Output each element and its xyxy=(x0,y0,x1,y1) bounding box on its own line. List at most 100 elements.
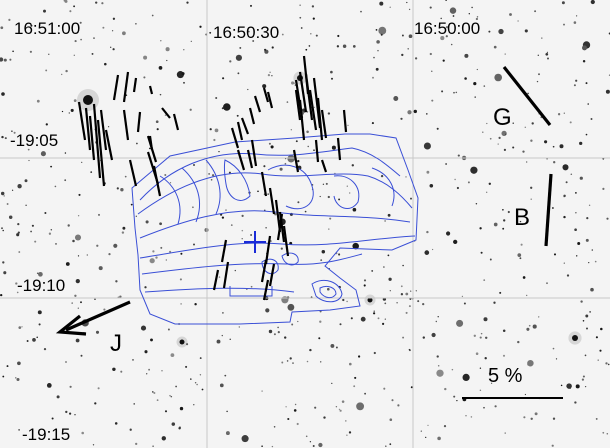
star xyxy=(270,145,274,149)
star xyxy=(161,370,163,372)
star xyxy=(431,332,436,338)
contour-line xyxy=(205,159,221,215)
star xyxy=(502,329,506,333)
star xyxy=(45,69,48,72)
star xyxy=(570,173,573,175)
star xyxy=(323,416,326,419)
star xyxy=(63,0,66,2)
star xyxy=(563,262,565,264)
star xyxy=(115,280,118,283)
star xyxy=(281,33,284,36)
star xyxy=(364,392,366,395)
polarization-vector xyxy=(240,117,250,135)
star xyxy=(250,234,253,236)
polarization-vector xyxy=(88,115,96,161)
star xyxy=(328,228,330,230)
star xyxy=(247,30,250,33)
star xyxy=(219,383,224,388)
star xyxy=(3,195,5,197)
polarization-vector xyxy=(132,77,138,93)
star xyxy=(384,318,386,320)
star xyxy=(584,354,587,357)
star xyxy=(569,121,572,124)
star xyxy=(489,258,492,261)
star xyxy=(341,400,345,403)
star xyxy=(373,351,376,355)
star xyxy=(228,171,231,174)
star xyxy=(563,112,565,114)
star xyxy=(199,374,202,376)
star xyxy=(483,406,485,409)
star xyxy=(56,395,60,399)
star xyxy=(180,252,183,255)
star xyxy=(331,382,333,385)
star xyxy=(273,333,276,336)
star xyxy=(445,35,448,38)
star xyxy=(440,36,445,41)
star xyxy=(519,257,522,260)
star xyxy=(318,442,323,448)
star xyxy=(74,234,82,241)
star xyxy=(65,69,68,73)
star xyxy=(65,361,67,363)
polarization-vector xyxy=(316,97,324,141)
star xyxy=(591,249,594,251)
star xyxy=(424,250,430,255)
star xyxy=(582,320,585,322)
star xyxy=(360,10,362,13)
star xyxy=(479,227,482,230)
star xyxy=(426,170,430,174)
star xyxy=(562,164,569,171)
star xyxy=(6,203,9,205)
star xyxy=(597,359,599,361)
star xyxy=(379,1,384,6)
star xyxy=(389,6,391,8)
polarization-vector xyxy=(212,269,220,291)
star xyxy=(530,417,533,420)
star xyxy=(505,133,507,135)
star xyxy=(75,278,80,284)
star xyxy=(65,410,68,414)
star xyxy=(91,52,94,55)
star xyxy=(38,323,41,326)
star xyxy=(73,54,75,56)
star xyxy=(582,59,586,63)
star xyxy=(201,388,204,391)
star xyxy=(64,179,67,182)
polarization-vector xyxy=(172,113,180,131)
star xyxy=(224,374,227,377)
star xyxy=(156,399,159,401)
star xyxy=(304,210,307,213)
star xyxy=(213,138,216,142)
star xyxy=(320,259,323,261)
star xyxy=(116,187,119,190)
star xyxy=(235,54,242,61)
star xyxy=(119,295,122,298)
star xyxy=(287,417,290,421)
star xyxy=(526,161,528,163)
star xyxy=(606,432,609,435)
polarization-vector xyxy=(260,171,268,197)
star xyxy=(436,127,439,130)
star xyxy=(199,25,202,28)
star xyxy=(410,386,413,389)
star xyxy=(0,293,3,297)
star xyxy=(193,404,195,406)
star xyxy=(165,47,170,52)
star xyxy=(286,360,289,362)
star xyxy=(208,173,210,175)
star xyxy=(64,0,68,3)
polarization-vector xyxy=(260,259,268,283)
star xyxy=(69,412,72,415)
star xyxy=(587,103,589,105)
star xyxy=(553,161,556,164)
star xyxy=(273,426,276,428)
star xyxy=(415,290,417,292)
star xyxy=(148,147,151,150)
star xyxy=(80,301,82,304)
star xyxy=(431,99,434,102)
star xyxy=(349,362,352,366)
contour-line xyxy=(139,235,416,259)
star xyxy=(74,414,76,416)
star xyxy=(337,34,340,38)
